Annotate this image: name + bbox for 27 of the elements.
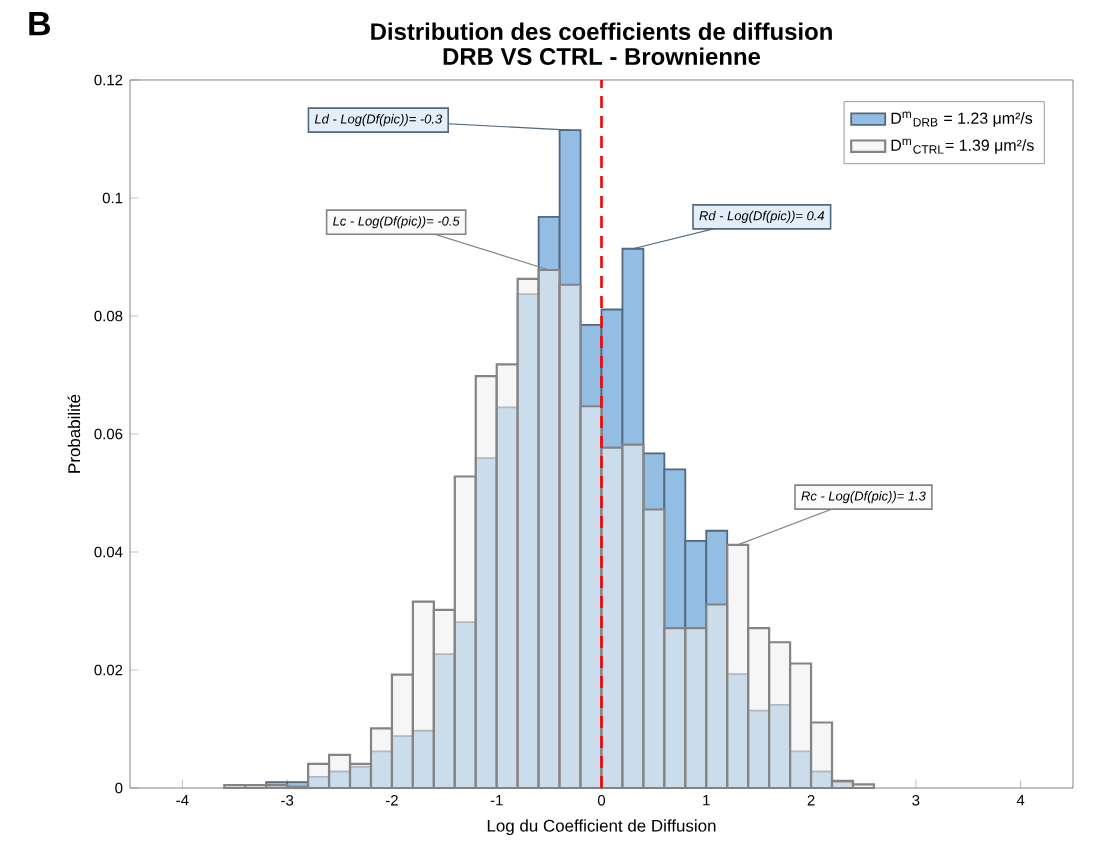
chart-subtitle: DRB VS CTRL - Brownienne (443, 47, 761, 65)
y-tick-label: 0.08 (94, 310, 123, 322)
x-tick-label: -4 (176, 795, 189, 806)
x-tick-label: 2 (807, 795, 815, 806)
y-tick-label: 0.06 (94, 428, 123, 440)
annotation: Ld - Log(Df(pic))= -0.3 (314, 114, 443, 127)
y-tick-label: 0 (115, 782, 123, 794)
annotation: Rd - Log(Df(pic))= 0.4 (699, 210, 825, 223)
y-tick-label: 0.1 (102, 192, 123, 204)
y-tick-label: 0.02 (94, 664, 123, 676)
chart-title: Distribution des coefficients de diffusion (371, 22, 832, 41)
x-tick-label: 3 (912, 795, 920, 806)
y-tick-label: 0.04 (94, 546, 123, 558)
x-tick-label: -3 (281, 795, 294, 806)
text: B (29, 12, 50, 36)
legend-label: D$^{m}$$_{DRB}$ = 1.23 μm²/s (891, 111, 1033, 127)
annotation: Rc - Log(Df(pic))= 1.3 (801, 491, 926, 504)
x-tick-label: 4 (1016, 795, 1025, 806)
x-tick-label: -1 (490, 795, 503, 806)
y-axis-title: Probabilité (67, 394, 81, 473)
y-tick-label: 0.12 (94, 74, 123, 86)
legend-label: D$^{m}$$_{CTRL}$= 1.39 μm²/s (891, 138, 1034, 154)
x-tick-label: -2 (385, 795, 398, 806)
annotation: Lc - Log(Df(pic))= -0.5 (333, 216, 460, 229)
x-tick-label: 1 (703, 795, 710, 806)
x-tick-label: 0 (597, 795, 606, 806)
x-axis-title: Log du Coefficient de Diffusion (487, 819, 716, 836)
